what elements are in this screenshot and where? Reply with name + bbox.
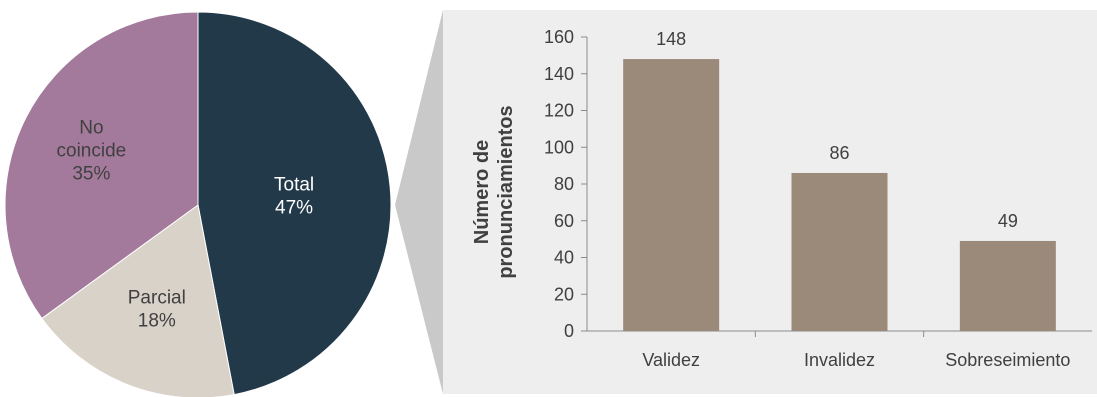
y-axis-title-line: Número de (471, 140, 493, 244)
y-tick-label: 160 (544, 27, 574, 47)
bar (791, 172, 888, 331)
y-tick-label: 140 (544, 64, 574, 84)
bar (959, 240, 1056, 331)
y-tick-label: 40 (554, 248, 574, 268)
bar-chart: Número de pronunciamientos 0 20 40 60 80 100 12… (471, 27, 1092, 370)
x-category-label: Sobreseimiento (945, 350, 1070, 370)
y-axis-ticks: 0 20 40 60 80 100 120 140 160 (544, 27, 587, 341)
pie-slice (4, 11, 199, 320)
pie-chart: Total 47% Parcial 18% No coincide 35% (4, 11, 392, 397)
y-axis-title-line: pronunciamientos (495, 105, 517, 278)
pie-label-line: 18% (138, 311, 176, 332)
y-axis-title: Número de pronunciamientos (471, 105, 517, 278)
pie-label-line: Total (274, 174, 314, 195)
bars: 148 86 49 (623, 29, 1056, 332)
pie-label-line: coincide (57, 141, 127, 162)
y-tick-label: 60 (554, 211, 574, 231)
y-tick-label: 20 (554, 284, 574, 304)
bar-value-label: 86 (829, 143, 849, 163)
pie-slice (41, 204, 235, 397)
bar-panel-background (443, 10, 1097, 394)
bar-value-label: 148 (656, 29, 686, 49)
x-axis-categories: Validez Invalidez Sobreseimiento (642, 331, 1070, 370)
pie-label-line: 35% (72, 164, 110, 185)
pie-slice (197, 11, 392, 396)
y-tick-label: 100 (544, 137, 574, 157)
y-tick-label: 80 (554, 174, 574, 194)
bar (623, 59, 720, 332)
y-tick-label: 0 (564, 321, 574, 341)
x-category-label: Invalidez (804, 350, 875, 370)
pie-label-line: Parcial (128, 288, 186, 309)
x-category-label: Validez (642, 350, 700, 370)
pie-slice-label: No coincide 35% (57, 118, 127, 185)
pie-to-bar-connector (395, 10, 443, 394)
pie-label-line: No (79, 118, 103, 139)
pie-slice-label: Parcial 18% (128, 288, 186, 332)
pie-slice-label: Total 47% (274, 174, 314, 218)
pie-label-line: 47% (275, 197, 313, 218)
bar-value-label: 49 (998, 211, 1018, 231)
y-tick-label: 120 (544, 101, 574, 121)
